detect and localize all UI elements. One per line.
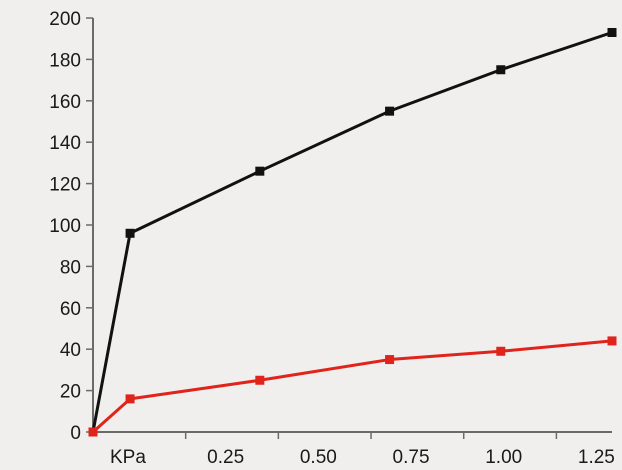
series-2-point xyxy=(385,355,395,365)
series-layer xyxy=(88,27,617,437)
y-tick-label: 100 xyxy=(49,216,81,237)
y-ticks: 0 20 40 60 80 100 120 140 160 180 200 xyxy=(49,9,93,444)
x-tick-label: 0.25 xyxy=(207,447,244,468)
y-tick-label: 160 xyxy=(49,92,81,113)
x-tick-label: 1.25 xyxy=(578,447,615,468)
y-tick-label: 60 xyxy=(60,299,81,320)
series-1-point xyxy=(255,166,265,176)
y-tick-label: 80 xyxy=(60,257,81,278)
y-tick-label: 120 xyxy=(49,175,81,196)
y-tick-label: 180 xyxy=(49,50,81,71)
y-tick-label: 200 xyxy=(49,9,81,30)
series-2-point xyxy=(88,427,98,437)
series-1-point xyxy=(496,65,506,75)
series-1-point xyxy=(125,228,135,238)
y-tick-label: 140 xyxy=(49,133,81,154)
y-tick-label: 0 xyxy=(70,423,81,444)
series-2-point xyxy=(496,346,506,356)
x-tick-label: 1.00 xyxy=(485,447,522,468)
series-1-line xyxy=(91,30,614,434)
x-ticks: 0.25 0.50 0.75 1.00 1.25 xyxy=(184,432,615,468)
y-tick-label: 40 xyxy=(60,340,81,361)
series-2-point xyxy=(255,375,265,385)
series-2-line xyxy=(91,339,614,434)
y-tick-label: 20 xyxy=(60,382,81,403)
x-unit-label: KPa xyxy=(110,447,146,468)
series-2-point xyxy=(125,394,135,404)
series-1-point xyxy=(607,27,617,37)
series-1-point xyxy=(385,106,395,116)
series-2-point xyxy=(607,336,617,346)
x-tick-label: 0.50 xyxy=(300,447,337,468)
x-tick-label: 0.75 xyxy=(393,447,430,468)
